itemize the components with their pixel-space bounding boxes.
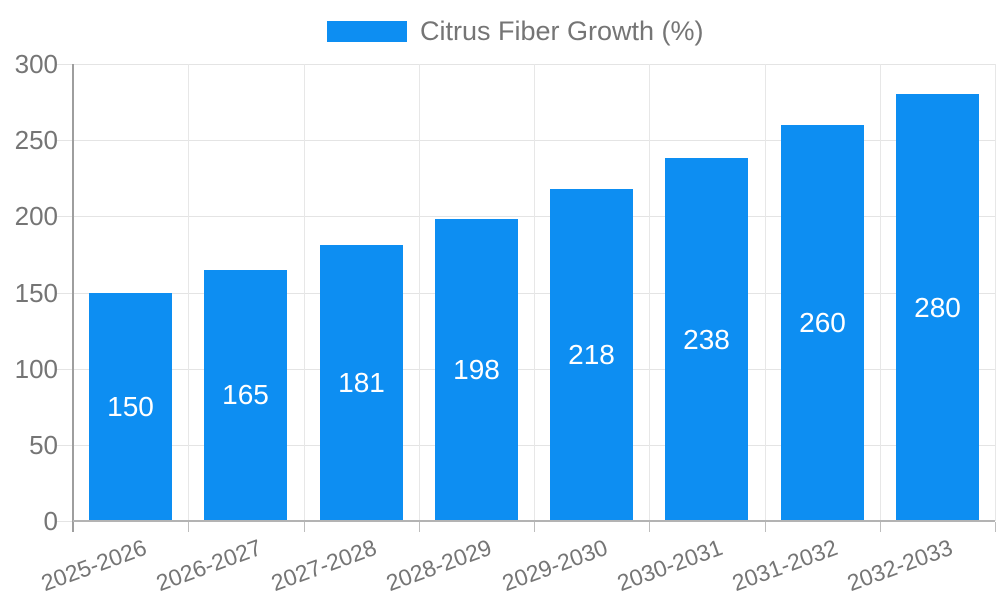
legend-swatch (327, 21, 407, 42)
y-axis-label: 300 (14, 49, 58, 79)
bar-value-label: 181 (338, 367, 385, 398)
y-axis-label: 200 (14, 201, 58, 231)
bar[interactable] (896, 94, 979, 521)
y-gridline (57, 216, 995, 217)
bar-value-label: 238 (683, 324, 730, 355)
x-axis-label: 2028-2029 (382, 534, 495, 597)
x-axis-tick (188, 522, 189, 532)
bar[interactable] (665, 158, 748, 521)
bar-value-label: 165 (222, 379, 269, 410)
legend-label: Citrus Fiber Growth (%) (420, 16, 704, 46)
x-axis-tick (649, 522, 650, 532)
y-gridline (57, 445, 995, 446)
x-gridline (765, 64, 766, 521)
legend[interactable]: Citrus Fiber Growth (%) (327, 16, 704, 46)
x-axis-label: 2030-2031 (613, 534, 726, 597)
x-gridline (304, 64, 305, 521)
bar[interactable] (781, 125, 864, 521)
y-gridline (57, 64, 995, 65)
bar-value-label: 218 (568, 339, 615, 370)
x-axis-tick (880, 522, 881, 532)
y-gridline (57, 369, 995, 370)
x-gridline (419, 64, 420, 521)
x-axis-label: 2025-2026 (37, 534, 150, 597)
bar-value-label: 260 (799, 307, 846, 338)
x-axis-label: 2026-2027 (152, 534, 265, 597)
bar[interactable] (320, 245, 403, 521)
y-axis-label: 100 (14, 354, 58, 384)
y-axis-line (72, 64, 74, 532)
bar[interactable] (204, 270, 287, 521)
x-axis-line (73, 520, 995, 522)
x-axis-label: 2029-2030 (498, 534, 611, 597)
x-axis-tick (419, 522, 420, 532)
x-axis-tick (765, 522, 766, 532)
y-axis-label: 250 (14, 125, 58, 155)
bar-value-label: 198 (453, 354, 500, 385)
x-axis-tick (304, 522, 305, 532)
bar-value-label: 150 (107, 391, 154, 422)
bar[interactable] (435, 219, 518, 521)
x-gridline (649, 64, 650, 521)
x-gridline (188, 64, 189, 521)
x-gridline (995, 64, 996, 521)
y-gridline (57, 140, 995, 141)
y-axis-label: 50 (29, 430, 58, 460)
bar-value-label: 280 (914, 292, 961, 323)
x-axis-label: 2027-2028 (267, 534, 380, 597)
y-axis-label: 150 (14, 278, 58, 308)
y-gridline (57, 293, 995, 294)
x-axis-label: 2031-2032 (728, 534, 841, 597)
x-axis-tick (534, 522, 535, 532)
bar[interactable] (89, 293, 172, 522)
y-axis-label: 0 (43, 506, 58, 536)
x-gridline (880, 64, 881, 521)
x-gridline (534, 64, 535, 521)
x-axis-label: 2032-2033 (843, 534, 956, 597)
x-axis-tick (995, 522, 996, 532)
bar[interactable] (550, 189, 633, 521)
